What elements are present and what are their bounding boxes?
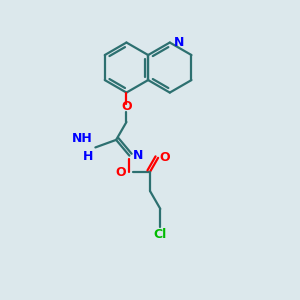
Text: O: O	[121, 100, 132, 113]
Text: N: N	[174, 36, 184, 49]
Text: Cl: Cl	[154, 228, 167, 241]
Text: N: N	[133, 148, 143, 162]
Text: H: H	[83, 150, 93, 163]
Text: O: O	[160, 151, 170, 164]
Text: O: O	[115, 166, 126, 179]
Text: NH: NH	[72, 132, 93, 145]
